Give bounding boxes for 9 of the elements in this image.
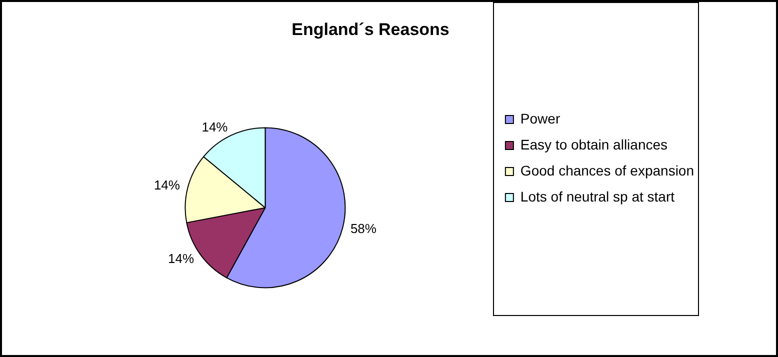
legend-label: Lots of neutral sp at start <box>520 188 675 204</box>
legend-label: Power <box>520 110 560 126</box>
data-label: 14% <box>168 251 194 266</box>
data-label: 14% <box>202 120 228 135</box>
data-label: 58% <box>350 221 377 236</box>
data-label: 14% <box>154 177 180 192</box>
legend-label: Good chances of expansion <box>520 162 694 178</box>
legend-label: Easy to obtain alliances <box>520 136 668 152</box>
text: England´s Reasons <box>292 20 450 39</box>
